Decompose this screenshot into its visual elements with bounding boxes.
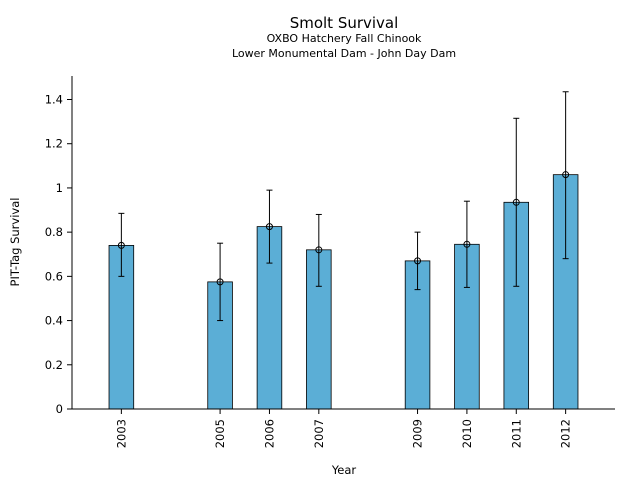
data-point-marker [562,171,570,179]
x-tick-label: 2003 [114,419,128,448]
data-point-marker [463,240,471,248]
y-tick-label: 1.4 [45,93,63,107]
y-tick-label: 0 [56,402,63,416]
x-tick-label: 2010 [460,419,474,448]
data-point-marker [315,246,323,254]
chart-subtitle-line-2: Lower Monumental Dam - John Day Dam [232,47,456,60]
data-point-marker [414,257,422,265]
y-axis-label: PIT-Tag Survival [8,198,22,287]
x-tick-label: 2006 [262,419,276,448]
x-tick-label: 2005 [213,419,227,448]
data-point-marker [512,198,520,206]
data-point-marker [216,278,224,286]
plot-area: 0 0.2 0.4 0.6 0.8 1 1.2 1.4 2003 2005 2006 2007 2009… [45,91,579,448]
data-point-marker [117,241,125,249]
x-axis-label: Year [331,463,357,477]
chart-subtitle-line-1: OXBO Hatchery Fall Chinook [267,32,422,45]
y-tick-label: 0.6 [45,269,63,283]
y-tick-label: 0.4 [45,314,63,328]
data-point-marker [265,223,273,231]
chart-title: Smolt Survival [290,14,399,32]
y-tick-label: 1.2 [45,137,63,151]
x-tick-label: 2011 [509,419,523,448]
x-tick-label: 2009 [411,419,425,448]
y-tick-label: 0.2 [45,358,63,372]
x-tick-label: 2012 [559,419,573,448]
y-tick-label: 0.8 [45,225,63,239]
y-tick-label: 1 [56,181,63,195]
x-tick-label: 2007 [312,419,326,448]
